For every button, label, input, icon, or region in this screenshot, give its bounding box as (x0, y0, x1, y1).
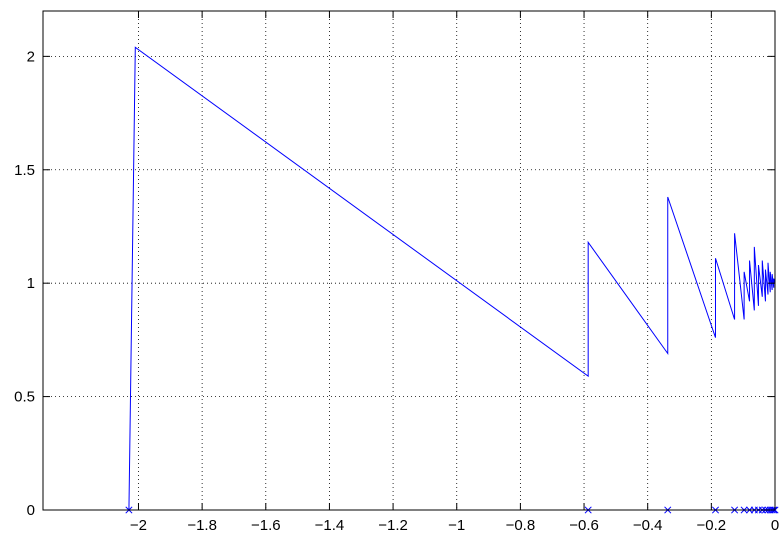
x-tick-label: −1 (448, 517, 465, 534)
x-tick-label: −0.6 (569, 517, 599, 534)
x-tick-label: −1.2 (378, 517, 408, 534)
x-tick-label: −1.4 (315, 517, 345, 534)
axis-frame (42, 10, 776, 511)
x-tick-label: 0 (771, 517, 779, 534)
axes: −2 −1.8 −1.6 −1.4 −1.2 −1 −0.8 −0.6 −0.4 −0.2 0 0 0.… (14, 10, 779, 534)
x-tick-label: −2 (130, 517, 147, 534)
x-tick-label: −0.2 (697, 517, 727, 534)
y-tick-label: 2 (27, 48, 35, 65)
series-line (128, 46, 776, 511)
y-tick-label: 1.5 (14, 162, 35, 179)
x-tick-label: −1.8 (187, 517, 217, 534)
y-tick-label: 0.5 (14, 389, 35, 406)
y-tick-label: 1 (27, 275, 35, 292)
y-tick-label: 0 (27, 502, 35, 519)
x-tick-label: −0.4 (633, 517, 663, 534)
x-tick-label: −1.6 (251, 517, 281, 534)
x-tick-label: −0.8 (506, 517, 536, 534)
